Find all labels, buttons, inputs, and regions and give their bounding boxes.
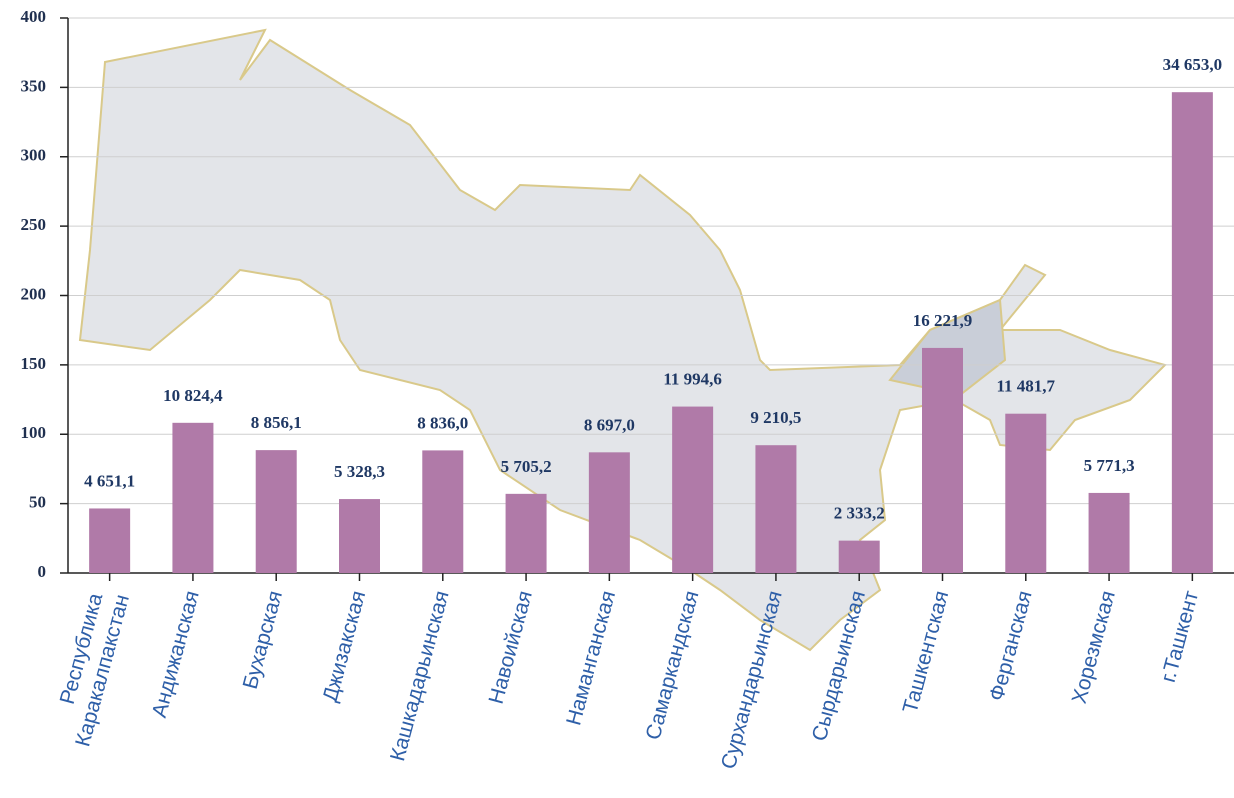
x-tick-label: Сурхандарьинская (717, 588, 787, 771)
value-label: 4 651,1 (84, 471, 135, 490)
bar (672, 406, 714, 573)
bar (422, 450, 464, 573)
x-tick-label: Кашкадарьинская (386, 588, 454, 763)
bar (89, 508, 131, 573)
bar (505, 493, 547, 573)
value-label: 34 653,0 (1163, 55, 1223, 74)
bar (755, 445, 797, 573)
x-tick-label: г.Ташкент (1157, 588, 1204, 685)
value-label: 10 824,4 (163, 386, 223, 405)
y-tick-label: 100 (21, 423, 47, 442)
y-tick-label: 400 (21, 7, 47, 26)
value-label: 8 697,0 (584, 415, 635, 434)
value-label: 16 221,9 (913, 311, 973, 330)
y-tick-label: 300 (21, 146, 47, 165)
x-tick-label: Бухарская (239, 588, 287, 691)
x-tick-label: Навоийская (485, 588, 537, 706)
value-label: 8 856,1 (251, 413, 302, 432)
x-tick-label: Ташкентская (899, 588, 954, 715)
bar (339, 499, 380, 573)
x-tick-label: Ферганская (985, 588, 1036, 703)
value-label: 5 328,3 (334, 462, 385, 481)
bar (1088, 492, 1130, 573)
value-label: 2 333,2 (834, 504, 885, 523)
y-tick-label: 50 (29, 493, 46, 512)
x-tick-label: Джизакская (319, 588, 371, 704)
x-tick-label: Самаркандская (642, 588, 704, 742)
x-tick-label: Наманганская (562, 588, 620, 727)
y-tick-label: 0 (38, 562, 47, 581)
bar (922, 347, 963, 573)
value-label: 5 771,3 (1084, 456, 1135, 475)
value-label: 11 481,7 (997, 377, 1056, 396)
value-label: 8 836,0 (417, 413, 468, 432)
map-background (78, 28, 1167, 652)
bar (172, 422, 214, 573)
bar (1005, 413, 1047, 573)
y-tick-label: 150 (21, 354, 47, 373)
bar (838, 540, 880, 573)
bar (255, 450, 297, 573)
x-tick-label: Республика Каракалпакстан (46, 585, 134, 749)
bar (588, 452, 630, 573)
value-label: 9 210,5 (750, 408, 801, 427)
y-tick-label: 350 (21, 76, 47, 95)
y-tick-label: 200 (21, 284, 47, 303)
bar (1171, 92, 1213, 573)
x-tick-label: Андижанская (148, 588, 204, 720)
value-label: 11 994,6 (663, 370, 722, 389)
y-tick-label: 250 (21, 215, 47, 234)
x-tick-label: Хорезмская (1068, 588, 1120, 706)
value-label: 5 705,2 (501, 457, 552, 476)
